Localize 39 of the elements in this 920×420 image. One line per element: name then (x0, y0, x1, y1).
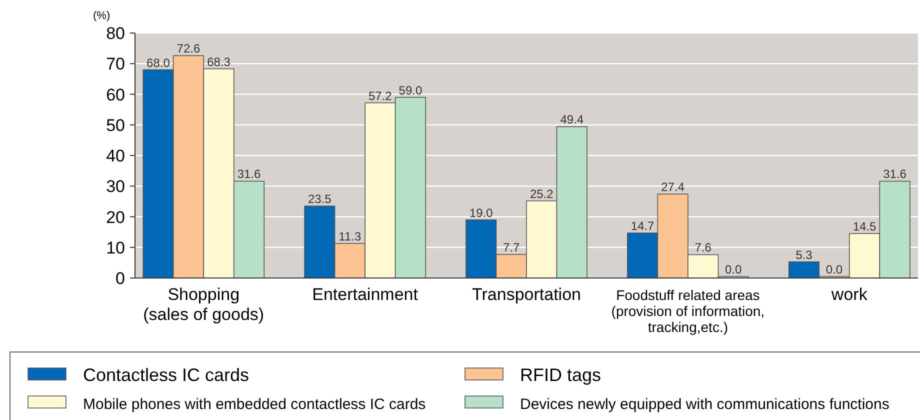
data-label: 49.4 (560, 112, 584, 127)
data-label: 0.0 (725, 262, 742, 276)
data-label: 68.3 (207, 54, 231, 69)
data-label: 25.2 (530, 186, 554, 201)
y-tick-label: 60 (106, 85, 125, 104)
x-tick-label: Transportation (472, 285, 581, 304)
data-label: 7.6 (694, 240, 712, 255)
data-label: 57.2 (368, 88, 392, 103)
data-label: 14.7 (630, 218, 655, 233)
y-tick-label: 50 (106, 116, 125, 135)
data-label: 72.6 (176, 42, 200, 56)
data-label: 19.0 (469, 206, 494, 220)
x-tick-label: Foodstuff related areas (provision of information, tracking,etc.) (611, 287, 765, 335)
data-label: 14.5 (852, 220, 877, 234)
legend-label: Devices newly equipped with communications functions (520, 396, 890, 413)
data-label: 7.7 (503, 240, 520, 254)
data-label: 68.0 (146, 56, 170, 70)
legend-label: RFID tags (520, 365, 602, 385)
data-label: 31.6 (883, 167, 907, 182)
data-label: 31.6 (237, 167, 262, 182)
data-label: 27.4 (661, 180, 685, 194)
data-label: 59.0 (398, 83, 422, 98)
y-tick-label: 70 (106, 54, 125, 74)
legend-label: Contactless IC cards (83, 365, 250, 385)
y-tick-label: 40 (106, 146, 125, 166)
y-tick-label: 30 (106, 177, 125, 196)
data-label: 5.3 (796, 248, 813, 262)
data-label: 23.5 (308, 192, 332, 206)
y-tick-label: 0 (116, 269, 125, 288)
x-tick-label: Shopping (sales of goods) (143, 285, 264, 324)
y-tick-label: 80 (106, 24, 125, 43)
data-label: 11.3 (338, 229, 362, 244)
y-tick-label: 10 (106, 238, 125, 258)
y-tick-label: 20 (106, 208, 125, 227)
x-tick-label: Entertainment (312, 285, 418, 304)
x-tick-label: work (830, 285, 868, 304)
data-label: 0.0 (826, 262, 843, 276)
y-axis-title: (%) (93, 10, 110, 22)
legend-label: Mobile phones with embedded contactless IC cards (83, 396, 426, 413)
